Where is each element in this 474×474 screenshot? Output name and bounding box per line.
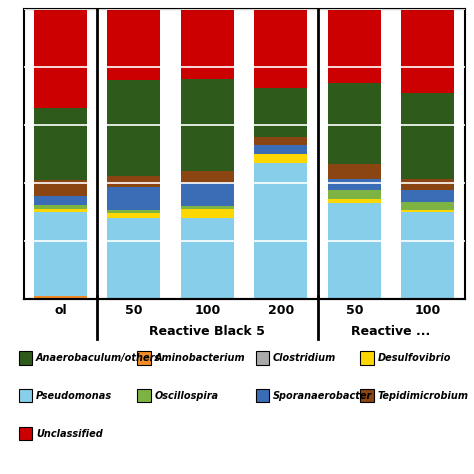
Bar: [181, 218, 234, 299]
Bar: [108, 218, 160, 299]
Bar: [401, 190, 454, 202]
Text: 50: 50: [346, 304, 363, 317]
Bar: [401, 202, 454, 210]
Bar: [181, 9, 234, 79]
Bar: [255, 137, 307, 146]
Text: Unclassified: Unclassified: [36, 428, 103, 439]
Bar: [255, 163, 307, 299]
Bar: [108, 80, 160, 176]
Bar: [34, 205, 87, 209]
Bar: [34, 108, 87, 180]
Bar: [34, 296, 87, 299]
Text: 200: 200: [268, 304, 294, 317]
Bar: [401, 212, 454, 299]
Bar: [108, 187, 160, 210]
Text: 50: 50: [125, 304, 143, 317]
Bar: [34, 209, 87, 212]
Bar: [108, 213, 160, 218]
Bar: [108, 9, 160, 80]
Bar: [328, 9, 381, 83]
Bar: [401, 93, 454, 179]
Text: Anaerobaculum/others: Anaerobaculum/others: [36, 353, 161, 363]
Bar: [34, 180, 87, 196]
Bar: [328, 199, 381, 203]
Text: Sporanaerobacter: Sporanaerobacter: [273, 391, 372, 401]
Text: Desulfovibrio: Desulfovibrio: [377, 353, 451, 363]
Bar: [328, 83, 381, 164]
Text: Reactive Black 5: Reactive Black 5: [149, 325, 265, 338]
Text: 100: 100: [415, 304, 441, 317]
Bar: [328, 164, 381, 179]
Bar: [255, 88, 307, 137]
Text: Pseudomonas: Pseudomonas: [36, 391, 112, 401]
Bar: [108, 176, 160, 187]
Text: ol: ol: [54, 304, 67, 317]
Bar: [328, 179, 381, 190]
Bar: [181, 206, 234, 209]
Bar: [255, 146, 307, 154]
Bar: [181, 172, 234, 183]
Bar: [181, 79, 234, 172]
Bar: [108, 210, 160, 213]
Bar: [34, 196, 87, 205]
Bar: [34, 9, 87, 108]
Bar: [255, 9, 307, 88]
Bar: [255, 154, 307, 163]
Text: Tepidimicrobium: Tepidimicrobium: [377, 391, 468, 401]
Bar: [328, 203, 381, 299]
Text: Aminobacterium: Aminobacterium: [155, 353, 245, 363]
Bar: [181, 183, 234, 206]
Bar: [34, 212, 87, 296]
Bar: [181, 209, 234, 218]
Text: Oscillospira: Oscillospira: [155, 391, 219, 401]
Bar: [401, 210, 454, 212]
Bar: [328, 190, 381, 199]
Bar: [401, 179, 454, 190]
Text: Clostridium: Clostridium: [273, 353, 336, 363]
Text: Reactive ...: Reactive ...: [351, 325, 431, 338]
Text: 100: 100: [194, 304, 220, 317]
Bar: [401, 9, 454, 93]
